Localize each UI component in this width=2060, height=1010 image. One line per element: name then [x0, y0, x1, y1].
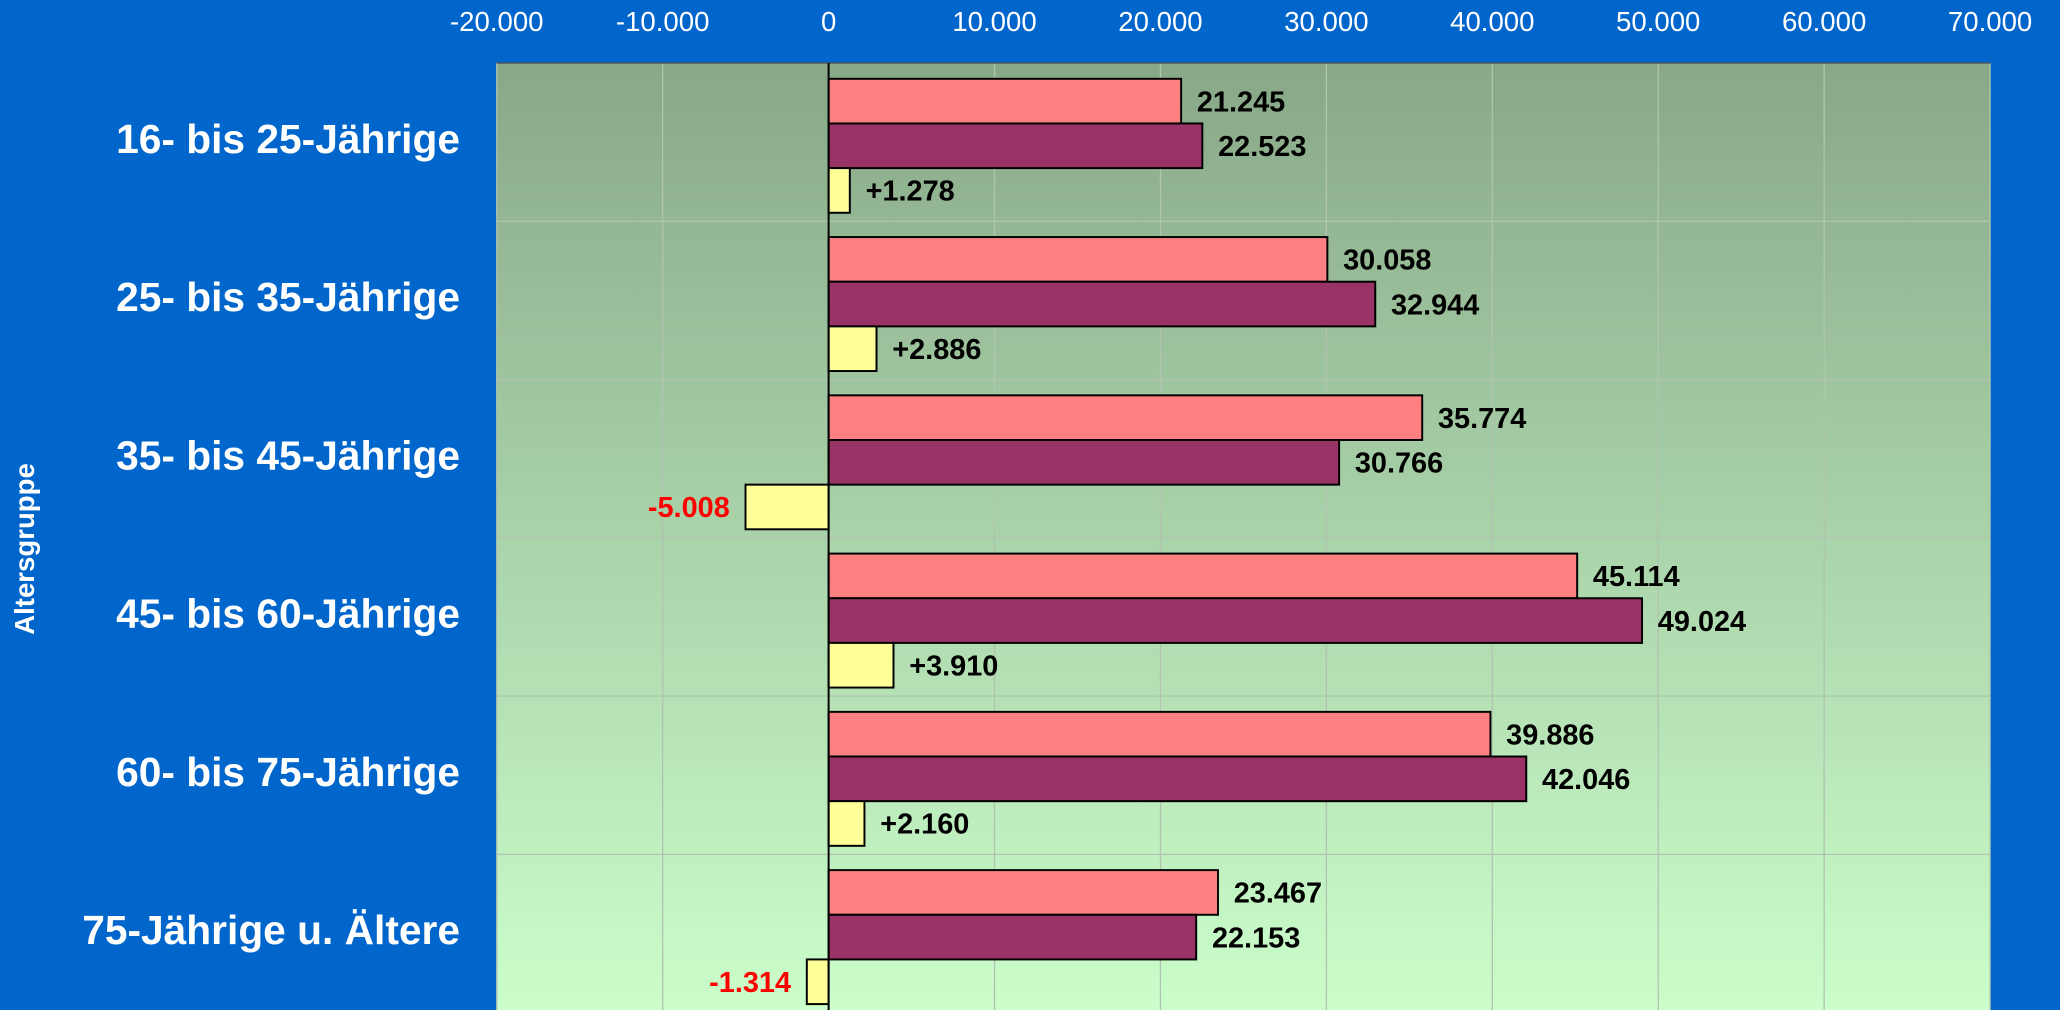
- bar: [827, 167, 851, 214]
- data-label: 22.523: [1218, 131, 1306, 163]
- bar: [827, 552, 1579, 600]
- data-label: -1.314: [709, 967, 791, 999]
- x-tick-label: 20.000: [1118, 6, 1202, 37]
- x-tick-label: 40.000: [1450, 6, 1534, 37]
- data-label: 39.886: [1506, 719, 1594, 751]
- x-tick-label: 30.000: [1284, 6, 1368, 37]
- category-label: 75-Jährige u. Ältere: [82, 907, 460, 953]
- data-label: 35.774: [1438, 403, 1526, 435]
- y-axis-title: Altersgruppe: [9, 463, 40, 635]
- bar: [744, 483, 830, 531]
- category-label: 25- bis 35-Jährige: [116, 274, 460, 320]
- bar: [827, 325, 878, 373]
- category-label: 35- bis 45-Jährige: [116, 432, 460, 478]
- bar: [827, 597, 1644, 644]
- bar: [827, 913, 1198, 961]
- bar: [827, 800, 866, 847]
- x-tick-label: 70.000: [1948, 6, 2032, 37]
- x-tick-label: 50.000: [1616, 6, 1700, 37]
- bar: [827, 236, 1329, 283]
- data-label: 32.944: [1391, 289, 1479, 321]
- bar: [827, 869, 1219, 916]
- x-tick-label: 60.000: [1782, 6, 1866, 37]
- plot-area: [496, 63, 1991, 1010]
- data-label: -5.008: [648, 492, 730, 524]
- data-label: +2.160: [880, 809, 969, 841]
- bar: [827, 755, 1528, 803]
- x-tick-label: 10.000: [952, 6, 1036, 37]
- data-label: 23.467: [1234, 878, 1322, 910]
- bar: [827, 394, 1424, 441]
- data-label: +1.278: [866, 176, 955, 208]
- data-label: 49.024: [1658, 606, 1746, 638]
- bar: [827, 280, 1377, 328]
- bar: [805, 958, 830, 1006]
- data-label: 22.153: [1212, 922, 1300, 954]
- x-tick-label: 0: [821, 6, 836, 37]
- category-label: 60- bis 75-Jährige: [116, 749, 460, 795]
- data-label: +3.910: [909, 650, 998, 682]
- data-label: +2.886: [892, 334, 981, 366]
- bar: [827, 439, 1341, 486]
- bar: [827, 710, 1492, 758]
- x-tick-label: -20.000: [450, 6, 544, 37]
- data-label: 30.058: [1343, 245, 1431, 277]
- data-label: 45.114: [1593, 561, 1680, 593]
- data-label: 42.046: [1542, 764, 1630, 796]
- category-label: 16- bis 25-Jährige: [116, 116, 460, 162]
- bar: [827, 77, 1183, 125]
- data-label: 30.766: [1355, 448, 1443, 480]
- x-tick-label: -10.000: [616, 6, 710, 37]
- bar: [827, 122, 1204, 170]
- data-label: 21.245: [1197, 86, 1285, 118]
- category-label: 45- bis 60-Jährige: [116, 591, 460, 637]
- bar: [827, 641, 895, 689]
